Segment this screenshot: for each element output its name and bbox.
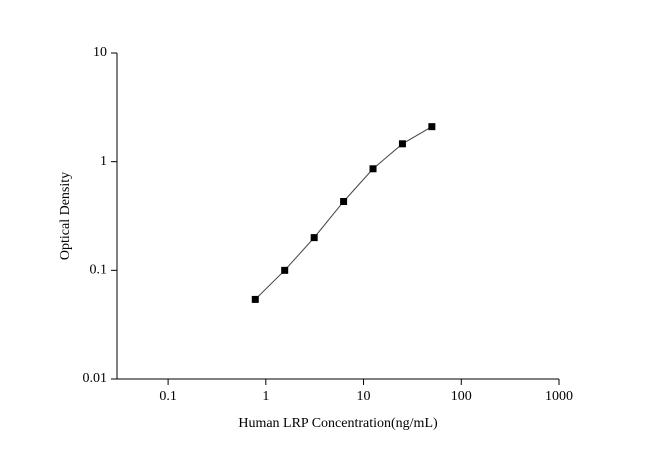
- y-tick-label: 0.01: [83, 371, 108, 386]
- x-tick-label: 1000: [545, 389, 573, 404]
- data-point: [398, 140, 406, 148]
- y-tick-label: 0.1: [90, 263, 108, 278]
- data-point: [310, 234, 318, 242]
- y-axis-title: Optical Density: [58, 172, 73, 260]
- x-tick-label: 10: [357, 389, 371, 404]
- data-point: [251, 295, 259, 303]
- y-tick-label: 1: [100, 154, 107, 169]
- data-point: [281, 266, 289, 274]
- x-axis-title: Human LRP Concentration(ng/mL): [238, 416, 438, 431]
- x-tick-label: 1: [262, 389, 269, 404]
- x-tick-label: 100: [451, 389, 472, 404]
- x-tick-label: 0.1: [159, 389, 177, 404]
- data-point: [428, 123, 436, 131]
- y-tick-label: 10: [93, 45, 107, 60]
- data-point: [340, 197, 348, 205]
- data-point: [369, 165, 377, 173]
